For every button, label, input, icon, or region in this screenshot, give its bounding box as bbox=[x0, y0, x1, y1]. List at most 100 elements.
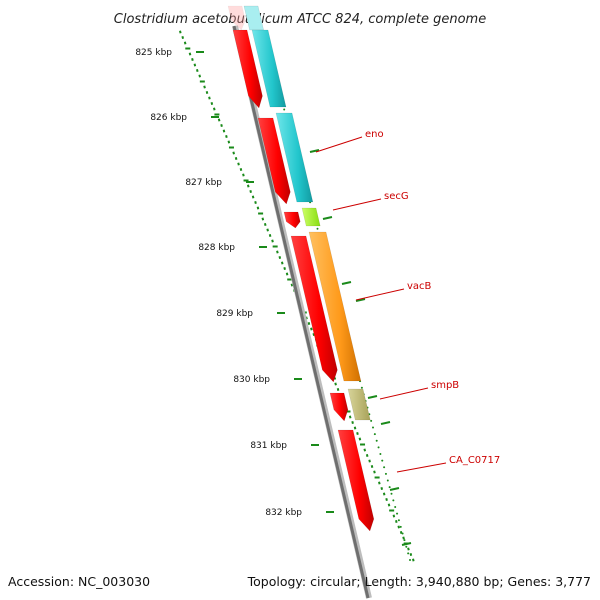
ruler-dot bbox=[263, 223, 267, 226]
ruler-dot bbox=[409, 553, 413, 556]
gene-block bbox=[275, 112, 314, 203]
ruler-dot bbox=[191, 58, 194, 61]
ruler-dot bbox=[251, 195, 255, 199]
ruler-dot bbox=[312, 333, 316, 336]
track-tick bbox=[401, 542, 412, 546]
track-dot bbox=[396, 512, 399, 515]
ruler-dot bbox=[373, 470, 376, 474]
ruler-dot bbox=[290, 283, 294, 287]
track-tick bbox=[355, 298, 366, 302]
track-dot bbox=[388, 486, 391, 489]
track-dot bbox=[377, 446, 380, 449]
ruler-dot bbox=[382, 492, 386, 496]
gene-label: eno bbox=[365, 129, 384, 140]
ruler-dot bbox=[232, 151, 235, 155]
ruler-dot bbox=[179, 30, 182, 34]
track-dot bbox=[370, 419, 373, 422]
ruler-dot bbox=[392, 514, 396, 518]
ruler-dot bbox=[246, 184, 250, 188]
ruler-dot bbox=[351, 421, 354, 424]
ruler-dot bbox=[358, 437, 362, 441]
gene-arrow bbox=[227, 5, 246, 31]
ruler-dot bbox=[210, 102, 214, 105]
ruler-dot bbox=[278, 256, 282, 259]
gene-labels: eno secG vacB smpB CA_C0717 bbox=[315, 129, 500, 473]
gene-label: smpB bbox=[431, 380, 459, 391]
track-dot bbox=[381, 459, 384, 462]
gene-label-leader bbox=[355, 288, 405, 301]
ruler-dot bbox=[305, 316, 308, 320]
ruler-dot bbox=[307, 322, 311, 325]
ruler-dot bbox=[280, 261, 284, 265]
ruler-dot bbox=[271, 239, 274, 243]
backbone-line bbox=[232, 25, 370, 599]
gene-label-leader bbox=[315, 136, 363, 153]
gene-label-leader bbox=[379, 387, 429, 400]
ruler-dot bbox=[348, 415, 352, 419]
ruler-dot bbox=[397, 525, 401, 529]
track-tick bbox=[367, 395, 378, 399]
ruler-tick-label: 825 kbp bbox=[135, 48, 172, 58]
gene-block bbox=[308, 231, 362, 382]
ruler-dot bbox=[276, 250, 279, 254]
track-tick bbox=[380, 421, 391, 425]
track-dot bbox=[379, 453, 382, 455]
ruler-dot bbox=[266, 228, 269, 232]
ruler-dot bbox=[363, 448, 367, 452]
ruler-tick-label: 831 kbp bbox=[250, 441, 287, 451]
track-dot bbox=[405, 545, 408, 548]
track-dot bbox=[283, 108, 286, 111]
ruler-dot bbox=[387, 503, 391, 507]
track-dot bbox=[360, 386, 363, 389]
gene-arrow bbox=[329, 392, 349, 422]
track-dot bbox=[316, 227, 319, 230]
ruler-dot bbox=[234, 157, 238, 160]
ruler-tick-label: 829 kbp bbox=[216, 309, 253, 319]
track-dot bbox=[390, 492, 393, 495]
ruler-tick-label: 827 kbp bbox=[185, 178, 222, 188]
gene-arrow bbox=[257, 117, 291, 205]
ruler-dot bbox=[220, 124, 223, 127]
ruler-dot bbox=[208, 96, 211, 100]
ruler-dot bbox=[213, 107, 216, 111]
ruler-dot bbox=[242, 173, 245, 177]
ruler-dot bbox=[268, 234, 272, 237]
ruler-dot bbox=[402, 536, 405, 540]
ruler-tick-label: 832 kbp bbox=[265, 508, 302, 518]
track-tick bbox=[389, 487, 400, 491]
gene-label-leader bbox=[396, 462, 447, 473]
ruler-dot bbox=[222, 129, 226, 133]
ruler-dot bbox=[183, 41, 187, 45]
gene-arrow bbox=[283, 211, 301, 229]
ruler-dot bbox=[196, 69, 199, 72]
gene-block bbox=[301, 207, 321, 227]
ruler-dot bbox=[249, 190, 252, 193]
track-dot bbox=[399, 525, 402, 528]
ruler-dot bbox=[203, 85, 206, 89]
ruler-dot bbox=[356, 432, 359, 435]
ruler-dot bbox=[205, 91, 209, 94]
ruler-dot bbox=[254, 201, 257, 204]
ruler-tick-label: 830 kbp bbox=[233, 375, 270, 385]
track-dot bbox=[409, 559, 411, 561]
gene-features bbox=[227, 5, 375, 532]
track-tick bbox=[341, 281, 352, 285]
track-dot bbox=[394, 506, 397, 508]
gene-arrow bbox=[337, 429, 375, 532]
track-dot bbox=[384, 472, 387, 475]
track-dot bbox=[403, 539, 406, 542]
ruler-dot bbox=[412, 558, 415, 562]
gene-label: secG bbox=[384, 191, 409, 202]
ruler-dot bbox=[368, 459, 371, 463]
ruler-dot bbox=[336, 388, 340, 391]
ruler-dot bbox=[407, 547, 410, 551]
gene-arrow bbox=[232, 29, 263, 109]
genome-summary-text: Topology: circular; Length: 3,940,880 bp… bbox=[247, 574, 591, 589]
ruler-dot bbox=[256, 206, 260, 210]
ruler-dot bbox=[310, 327, 313, 331]
ruler-dot bbox=[227, 140, 231, 144]
ruler-dot bbox=[285, 272, 289, 276]
ruler-dot bbox=[395, 520, 398, 523]
ruler-dot bbox=[378, 481, 381, 485]
